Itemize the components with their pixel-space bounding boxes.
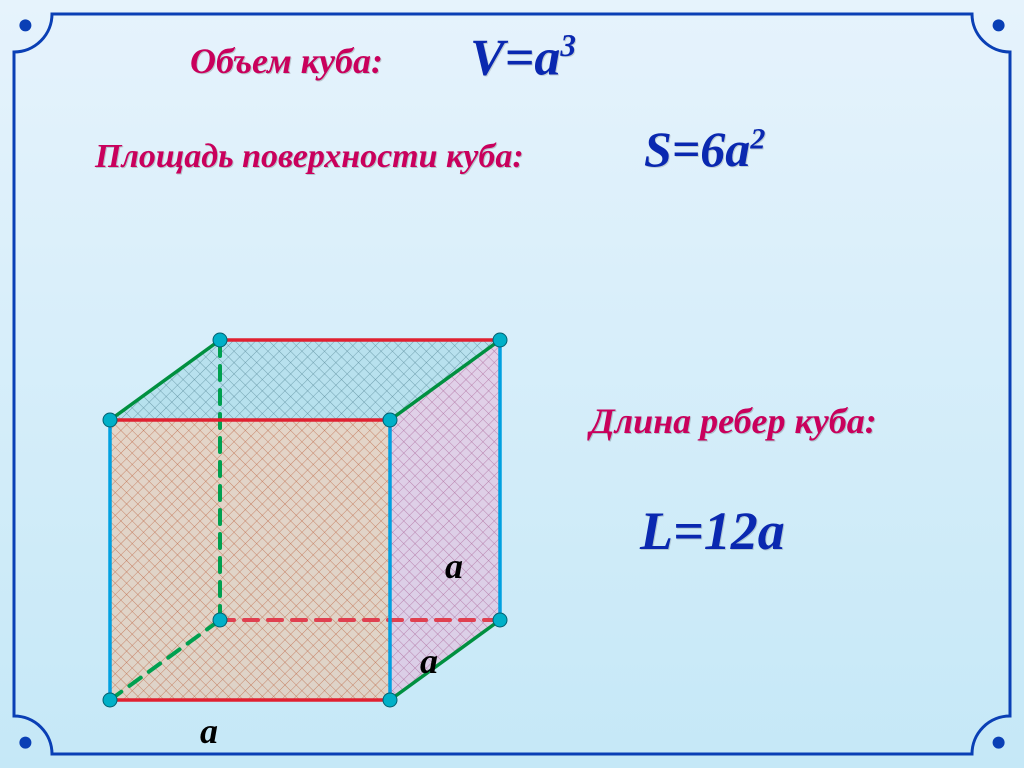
volume-label: Объем куба:	[190, 40, 383, 82]
edge-label-a-bottom: a	[200, 710, 218, 752]
volume-formula: V=a3	[470, 28, 576, 87]
surface-label: Площадь поверхности куба:	[95, 138, 524, 176]
edges-label: Длина ребер куба:	[590, 400, 877, 442]
edges-formula: L=12a	[640, 500, 785, 562]
cube-svg	[70, 300, 530, 730]
content-area: Объем куба: V=a3 Площадь поверхности куб…	[0, 0, 1024, 768]
edge-label-a-right: a	[445, 545, 463, 587]
surface-formula: S=6a2	[644, 120, 765, 178]
cube-diagram	[70, 300, 530, 735]
edge-label-a-side: a	[420, 640, 438, 682]
